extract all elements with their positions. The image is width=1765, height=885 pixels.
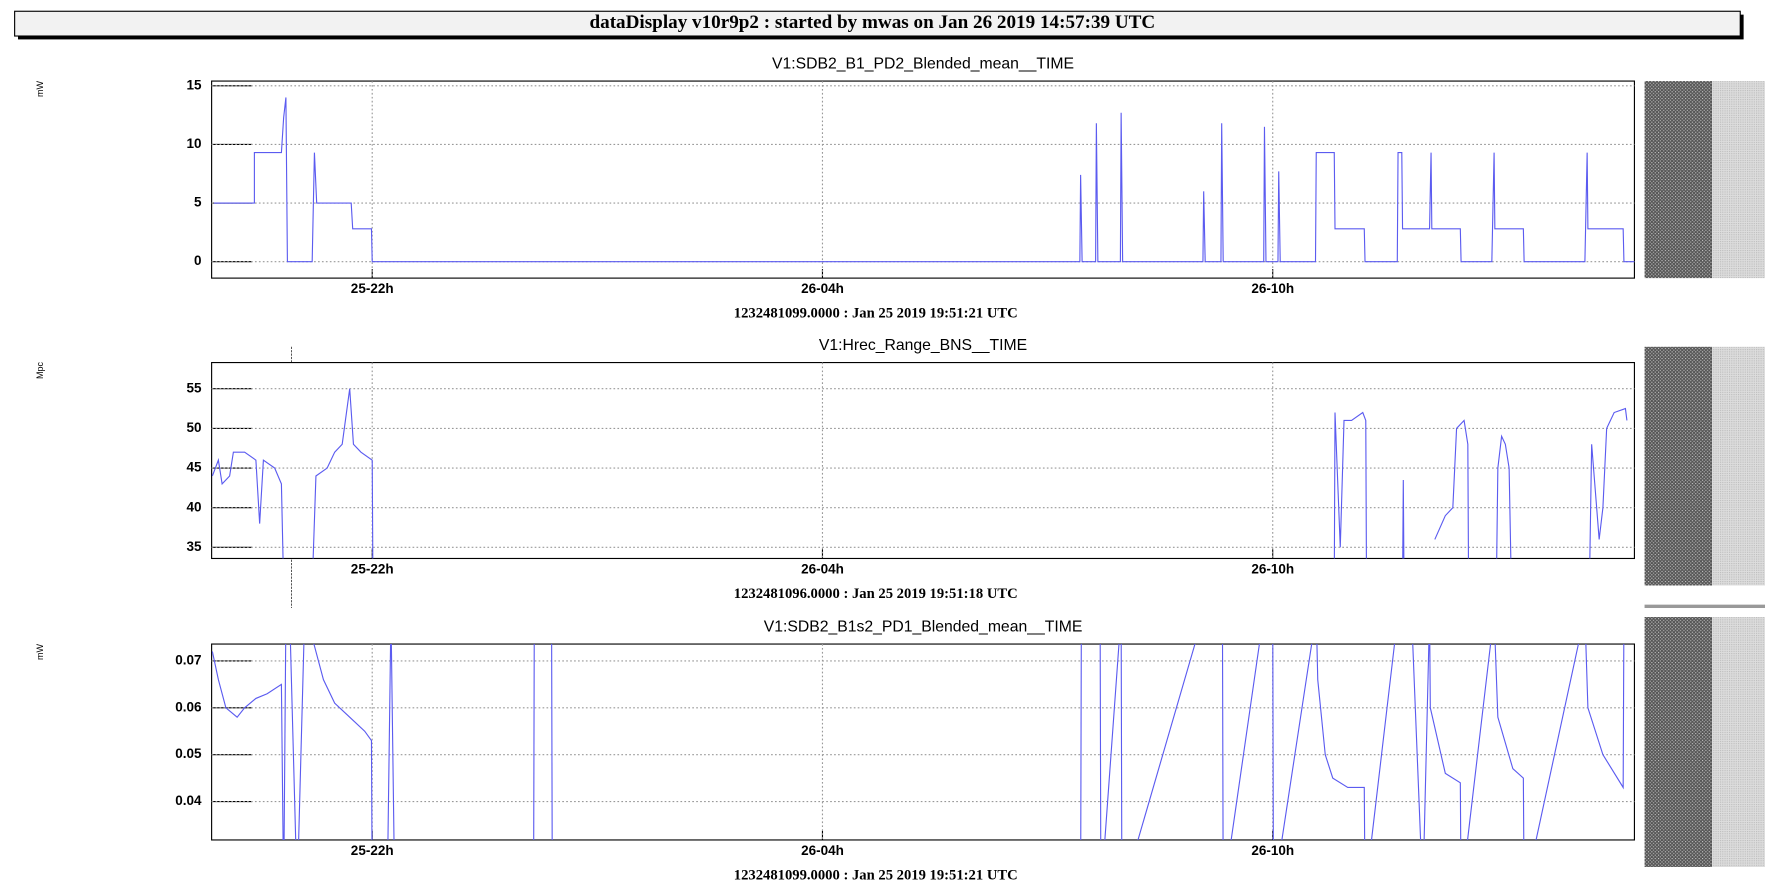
x-tick-label: 25-22h (351, 281, 394, 296)
data-line (211, 644, 1625, 840)
y-tick-label: 0.05 (175, 746, 202, 761)
x-tick-label: 26-10h (1251, 843, 1294, 858)
y-tick-label: 35 (186, 539, 202, 554)
y-tick-label: 55 (186, 380, 202, 395)
data-line (213, 97, 1635, 263)
chart-title: V1:Hrec_Range_BNS__TIME (819, 337, 1027, 354)
y-axis-label: Mpc (35, 361, 45, 379)
plot-area (211, 361, 1635, 560)
y-tick-label: 0.04 (175, 793, 202, 808)
chart-title: V1:SDB2_B1_PD2_Blended_mean__TIME (772, 55, 1074, 72)
plot-area (211, 643, 1635, 841)
x-tick-label: 26-04h (801, 843, 844, 858)
y-tick-label: 45 (186, 460, 202, 475)
x-axis-label: 1232481099.0000 : Jan 25 2019 19:51:21 U… (734, 305, 1018, 321)
x-tick-label: 26-10h (1251, 281, 1294, 296)
y-tick-label: 0.06 (175, 699, 202, 714)
header-box (14, 10, 1741, 37)
y-axis-label: mW (35, 80, 45, 96)
header-title: dataDisplay v10r9p2 : started by mwas on… (590, 12, 1156, 33)
x-axis-label: 1232481099.0000 : Jan 25 2019 19:51:21 U… (734, 867, 1018, 883)
plot-area (211, 80, 1635, 279)
x-tick-label: 26-04h (801, 281, 844, 296)
chart-title: V1:SDB2_B1s2_PD1_Blended_mean__TIME (764, 618, 1083, 635)
side-panels (1644, 81, 1765, 867)
x-tick-label: 25-22h (351, 561, 394, 576)
data-line (211, 388, 1628, 559)
y-axis-label: mW (35, 643, 45, 659)
y-tick-label: 0.07 (175, 652, 201, 667)
x-tick-label: 25-22h (351, 843, 394, 858)
x-tick-label: 26-04h (801, 561, 844, 576)
chart-panel: V1:SDB2_B1_PD2_Blended_mean__TIME mW 12324… (35, 55, 1635, 322)
chart-panel: V1:Hrec_Range_BNS__TIME Mpc 1232481096.000… (35, 337, 1635, 602)
y-tick-label: 50 (186, 420, 201, 435)
y-tick-label: 5 (194, 195, 202, 210)
x-axis-label: 1232481096.0000 : Jan 25 2019 19:51:18 U… (734, 586, 1018, 602)
y-tick-label: 40 (186, 499, 201, 514)
chart-panel: V1:SDB2_B1s2_PD1_Blended_mean__TIME mW 123… (35, 618, 1635, 883)
y-tick-label: 10 (186, 136, 201, 151)
x-tick-label: 26-10h (1251, 561, 1294, 576)
y-tick-label: 0 (194, 253, 202, 268)
y-tick-label: 15 (186, 77, 202, 92)
